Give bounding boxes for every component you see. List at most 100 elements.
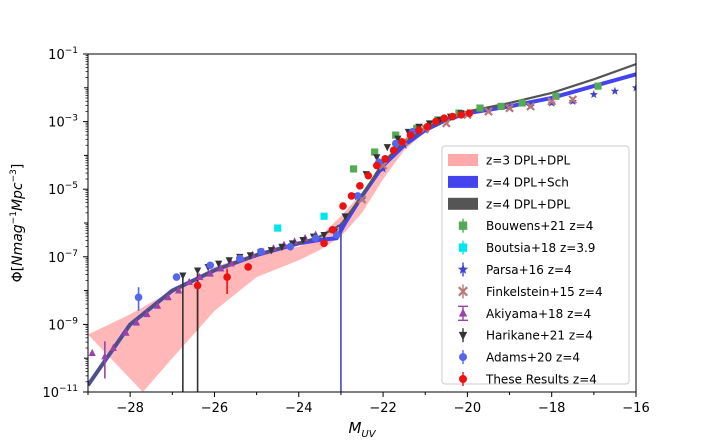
legend-finkelstein-15-z-4-label: Finkelstein+15 z=4 <box>486 285 603 299</box>
band-z-3-dpl-dpl <box>88 116 447 392</box>
legend-z-4-dpl-sch-label: z=4 DPL+Sch <box>486 175 569 189</box>
point-akiyama-18-z-4 <box>88 348 96 357</box>
point-akiyama-18-z-4 <box>122 328 130 336</box>
legend-z-4-dpl-dpl-swatch <box>448 197 478 210</box>
point-akiyama-18-z-4 <box>101 352 109 360</box>
point-these-results-z-4 <box>398 138 406 146</box>
point-these-results-z-4 <box>431 117 440 126</box>
point-these-results-z-4 <box>465 109 474 117</box>
x-tick-label: −20 <box>454 401 481 416</box>
point-these-results-z-4 <box>223 273 231 281</box>
point-adams-20-z-4 <box>391 139 400 148</box>
point-bouwens-21-z-4 <box>497 102 505 110</box>
y-tick-label: 10−11 <box>42 384 78 401</box>
point-adams-20-z-4 <box>353 192 362 200</box>
point-finkelstein-15-z-4 <box>526 102 535 111</box>
legend-harikane-21-z-4-label: Harikane+21 z=4 <box>486 329 593 343</box>
legend-finkelstein-15-z-4-marker <box>458 286 468 297</box>
x-tick-label: −22 <box>369 401 396 416</box>
point-harikane-21-z-4 <box>394 135 402 143</box>
point-bouwens-21-z-4 <box>476 104 484 112</box>
point-adams-20-z-4 <box>332 231 341 239</box>
point-parsa-16-z-4 <box>589 90 598 99</box>
line-z-4-dpl-dpl <box>88 63 636 386</box>
legend: z=3 DPL+DPL z=4 DPL+Sch z=4 DPL+DPL Bouwens… <box>441 145 630 387</box>
point-akiyama-18-z-4 <box>196 272 204 280</box>
point-these-results-z-4 <box>448 112 457 121</box>
point-parsa-16-z-4 <box>336 222 346 230</box>
point-boutsia-18-z-3-9 <box>320 212 328 220</box>
y-tick-label: 10−7 <box>48 249 78 266</box>
point-akiyama-18-z-4 <box>206 269 214 277</box>
point-harikane-21-z-4 <box>194 267 202 275</box>
point-parsa-16-z-4 <box>378 164 388 173</box>
point-these-results-z-4 <box>415 126 423 134</box>
point-these-results-z-4 <box>356 182 364 190</box>
point-harikane-21-z-4 <box>267 247 275 255</box>
point-harikane-21-z-4 <box>341 213 349 221</box>
point-adams-20-z-4 <box>172 273 181 281</box>
legend-boutsia-18-z-3-9-label: Boutsia+18 z=3.9 <box>486 241 595 255</box>
point-finkelstein-15-z-4 <box>484 107 493 116</box>
y-tick-label: 10−9 <box>48 316 78 333</box>
point-these-results-z-4 <box>381 154 389 163</box>
point-adams-20-z-4 <box>235 254 244 263</box>
point-parsa-16-z-4 <box>631 83 636 92</box>
point-akiyama-18-z-4 <box>185 277 193 286</box>
legend-adams-20-z-4-label: Adams+20 z=4 <box>486 351 580 365</box>
point-harikane-21-z-4 <box>320 231 328 240</box>
point-harikane-21-z-4 <box>383 144 391 152</box>
legend-harikane-21-z-4-marker <box>458 331 468 341</box>
legend-adams-20-z-4-marker <box>459 353 467 362</box>
point-harikane-21-z-4 <box>246 252 254 260</box>
legend-bouwens-21-z-4-marker <box>458 221 468 230</box>
point-these-results-z-4 <box>457 111 465 119</box>
point-bouwens-21-z-4 <box>518 99 526 107</box>
point-these-results-z-4 <box>406 131 415 139</box>
point-bouwens-21-z-4 <box>594 82 602 90</box>
legend-parsa-16-z-4-label: Parsa+16 z=4 <box>486 263 572 277</box>
point-akiyama-18-z-4 <box>109 343 117 351</box>
point-adams-20-z-4 <box>286 242 295 251</box>
point-akiyama-18-z-4 <box>217 264 225 272</box>
legend-z-4-dpl-dpl-label: z=4 DPL+DPL <box>486 197 570 211</box>
x-tick-label: −16 <box>622 401 649 416</box>
point-akiyama-18-z-4 <box>227 259 235 267</box>
point-bouwens-21-z-4 <box>552 92 560 100</box>
x-tick-label: −24 <box>285 401 312 416</box>
point-harikane-21-z-4 <box>373 154 381 162</box>
point-parsa-16-z-4 <box>610 86 620 95</box>
y-axis-title: Φ[Nmag−1Mpc−3] <box>9 164 26 283</box>
point-these-results-z-4 <box>372 161 381 170</box>
point-harikane-21-z-4 <box>299 237 307 245</box>
point-bouwens-21-z-4 <box>349 165 358 173</box>
y-tick-label: 10−5 <box>48 181 78 198</box>
point-these-results-z-4 <box>339 202 347 210</box>
y-tick-label: 10−1 <box>48 46 78 63</box>
point-boutsia-18-z-3-9 <box>274 224 282 232</box>
legend-boutsia-18-z-3-9-marker <box>458 243 468 252</box>
point-akiyama-18-z-4 <box>164 293 172 301</box>
legend-these-results-z-4-marker <box>459 375 467 383</box>
point-harikane-21-z-4 <box>225 257 233 265</box>
point-finkelstein-15-z-4 <box>505 103 514 113</box>
legend-akiyama-18-z-4-marker <box>458 308 468 317</box>
point-these-results-z-4 <box>364 171 373 180</box>
point-these-results-z-4 <box>423 122 432 131</box>
legend-these-results-z-4-label: These Results z=4 <box>485 373 597 387</box>
point-akiyama-18-z-4 <box>175 286 183 294</box>
x-tick-label: −28 <box>116 401 143 416</box>
legend-bouwens-21-z-4-label: Bouwens+21 z=4 <box>486 219 593 233</box>
point-harikane-21-z-4 <box>215 260 223 268</box>
legend-z-3-dpl-dpl-label: z=3 DPL+DPL <box>486 154 570 168</box>
point-bouwens-21-z-4 <box>371 148 379 156</box>
legend-frame <box>441 145 630 385</box>
point-these-results-z-4 <box>328 225 337 234</box>
point-akiyama-18-z-4 <box>132 318 141 326</box>
point-adams-20-z-4 <box>206 261 215 270</box>
x-axis-title: MUV <box>348 419 376 440</box>
x-tick-label: −18 <box>538 401 565 416</box>
point-adams-20-z-4 <box>134 293 143 302</box>
point-these-results-z-4 <box>347 192 356 200</box>
